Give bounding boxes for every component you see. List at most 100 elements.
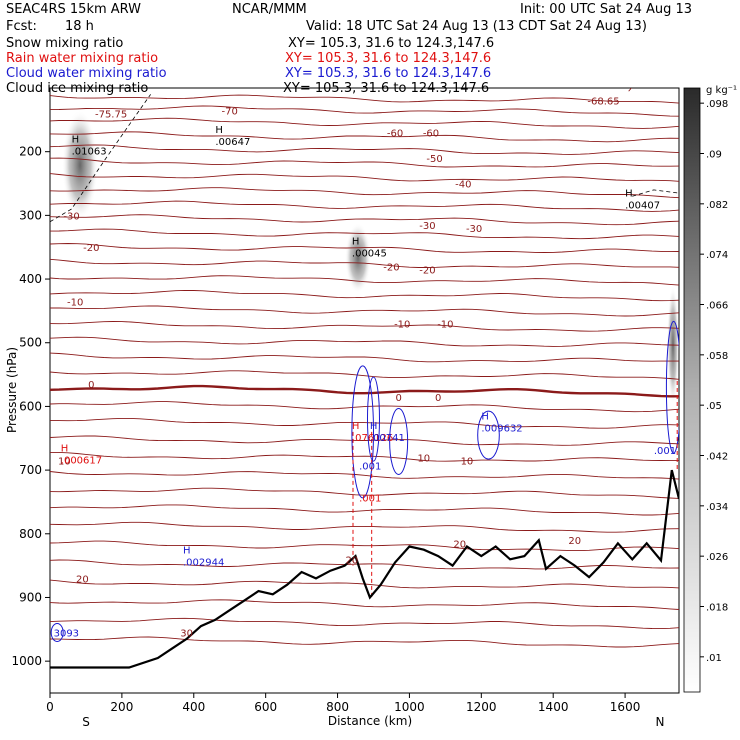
- colorbar-tick-label: .066: [706, 301, 728, 312]
- y-tick-label: 700: [19, 463, 42, 477]
- temperature-contour-line: [50, 417, 679, 429]
- extremum-value: .002944: [183, 557, 224, 568]
- contour-label: 20: [76, 574, 89, 585]
- temperature-contour-line: [50, 321, 679, 332]
- contour-label: 10: [58, 457, 71, 468]
- ice-contour-dashed: [632, 189, 679, 197]
- temperature-contour-line: [50, 117, 679, 129]
- snow-shade-blob: [62, 110, 98, 220]
- colorbar-tick-label: .018: [706, 603, 728, 614]
- org-label: NCAR/MMM: [232, 2, 307, 17]
- temperature-contour-line: [50, 200, 679, 212]
- temperature-contour-line: [50, 214, 679, 226]
- temperature-contour-line: [50, 599, 679, 610]
- temperature-contour-line: [50, 275, 679, 286]
- init-time: Init: 00 UTC Sat 24 Aug 13: [520, 2, 692, 17]
- cloud-water-contour: [665, 320, 679, 454]
- colorbar-tick-label: .074: [706, 250, 728, 261]
- cloud-water-contour: [477, 410, 500, 460]
- cloud-water-contour: [351, 365, 375, 499]
- extremum-value: .00741: [370, 433, 405, 444]
- extremum-mark: H: [370, 421, 378, 432]
- x-tick-label: 200: [110, 700, 133, 714]
- extremum-mark: H: [183, 545, 191, 556]
- temperature-contour-line: [50, 504, 679, 516]
- temperature-contour-line: [50, 289, 679, 302]
- x-tick-label: 600: [254, 700, 277, 714]
- extrema-labels: H.01063H.00647H.00407H.00045H.000617H.07…: [54, 125, 677, 640]
- plot-area: -75.75 -70 -68.65 -60 -60 -50 -40 -30 -30 -30 -20 -…: [49, 87, 680, 694]
- colorbar-tick-label: .05: [706, 401, 722, 412]
- field-rain-label: Rain water mixing ratio: [6, 51, 158, 66]
- colorbar-tick-label: .082: [706, 200, 728, 211]
- temperature-contour-line: [50, 305, 679, 317]
- extremum-mark: H: [61, 443, 69, 454]
- colorbar-tick-label: .042: [706, 452, 728, 463]
- contour-label: -60: [423, 129, 439, 140]
- temperature-contour-line: [50, 471, 679, 480]
- ice-contour-dashed: [50, 94, 151, 223]
- temperature-contour-line: [50, 94, 679, 104]
- temperature-contour-line: [50, 617, 679, 630]
- contour-label: -50: [426, 154, 442, 165]
- colorbar-tick-label: .01: [706, 653, 722, 664]
- south-end-label: S: [82, 715, 90, 729]
- extremum-mark: H: [625, 189, 633, 200]
- extremum-value: .01063: [72, 147, 107, 158]
- y-tick-label: 600: [19, 399, 42, 413]
- field-cloudwater-xy: XY= 105.3, 31.6 to 124.3,147.6: [285, 66, 491, 81]
- contour-labels: -75.75 -70 -68.65 -60 -60 -50 -40 -30 -30 -30 -20 -…: [58, 97, 620, 640]
- fcst-label: Fcst:: [6, 19, 37, 34]
- zero-isotherm-line: [50, 384, 679, 398]
- fcst-value: 18 h: [65, 19, 94, 34]
- contour-label: 10: [417, 453, 430, 464]
- field-snow-xy: XY= 105.3, 31.6 to 124.3,147.6: [288, 36, 494, 51]
- contour-label: -20: [419, 266, 435, 277]
- temperature-contour-line: [50, 187, 679, 199]
- contour-label: -70: [222, 106, 238, 117]
- contour-label: -10: [394, 320, 410, 331]
- y-axis-label: Pressure (hPa): [5, 347, 19, 433]
- colorbar-tick-label: .098: [706, 99, 728, 110]
- x-axis: 0 200 400 600 800 1000 1200 1400 1600: [46, 693, 640, 714]
- extremum-mark: H: [352, 236, 360, 247]
- temperature-contour-line: [50, 157, 679, 168]
- terrain-line: [50, 469, 679, 669]
- x-tick-label: 0: [46, 700, 54, 714]
- temperature-contour-line: [50, 540, 679, 552]
- extremum-value: .000617: [61, 455, 102, 466]
- temperature-contour-line: [50, 258, 679, 268]
- extremum-value: .00647: [215, 137, 250, 148]
- temperature-contour-line: [50, 435, 679, 446]
- temperature-contour-line: [50, 173, 679, 182]
- extremum-mark: H: [215, 125, 223, 136]
- y-tick-label: 400: [19, 272, 42, 286]
- contour-label: -10: [67, 297, 83, 308]
- y-tick-label: 900: [19, 590, 42, 604]
- temperature-contour-line: [50, 451, 679, 462]
- x-tick-label: 1400: [538, 700, 569, 714]
- cloud-water-contour: [366, 376, 380, 462]
- contour-label: 0: [88, 380, 94, 391]
- extremum-value: .076126: [352, 433, 393, 444]
- temperature-contour-line: [50, 370, 679, 380]
- x-tick-label: 400: [182, 700, 205, 714]
- temperature-contour-line: [50, 336, 679, 347]
- extremum-value: .00045: [352, 248, 387, 259]
- contour-label: -30: [63, 211, 79, 222]
- y-tick-label: 500: [19, 336, 42, 350]
- extremum-value: 3093: [54, 629, 79, 640]
- contour-label: -75.75: [95, 109, 127, 120]
- y-tick-label: 200: [19, 145, 42, 159]
- temperature-contour-line: [50, 105, 679, 117]
- valid-time: Valid: 18 UTC Sat 24 Aug 13 (13 CDT Sat …: [306, 19, 647, 34]
- contour-label: -68.65: [587, 97, 619, 108]
- colorbar-unit: g kg⁻¹: [706, 85, 737, 96]
- colorbar-tick-label: .026: [706, 552, 728, 563]
- colorbar: .01 .018 .026 .034 .042 .05 .058 .066 .074 .082 .0…: [683, 85, 737, 693]
- temperature-contours: [50, 94, 679, 648]
- ice-dashed-contours: [50, 88, 679, 223]
- extremum-value: .001: [359, 462, 381, 473]
- temperature-contour-line: [50, 228, 679, 240]
- contour-label: 0: [395, 393, 401, 404]
